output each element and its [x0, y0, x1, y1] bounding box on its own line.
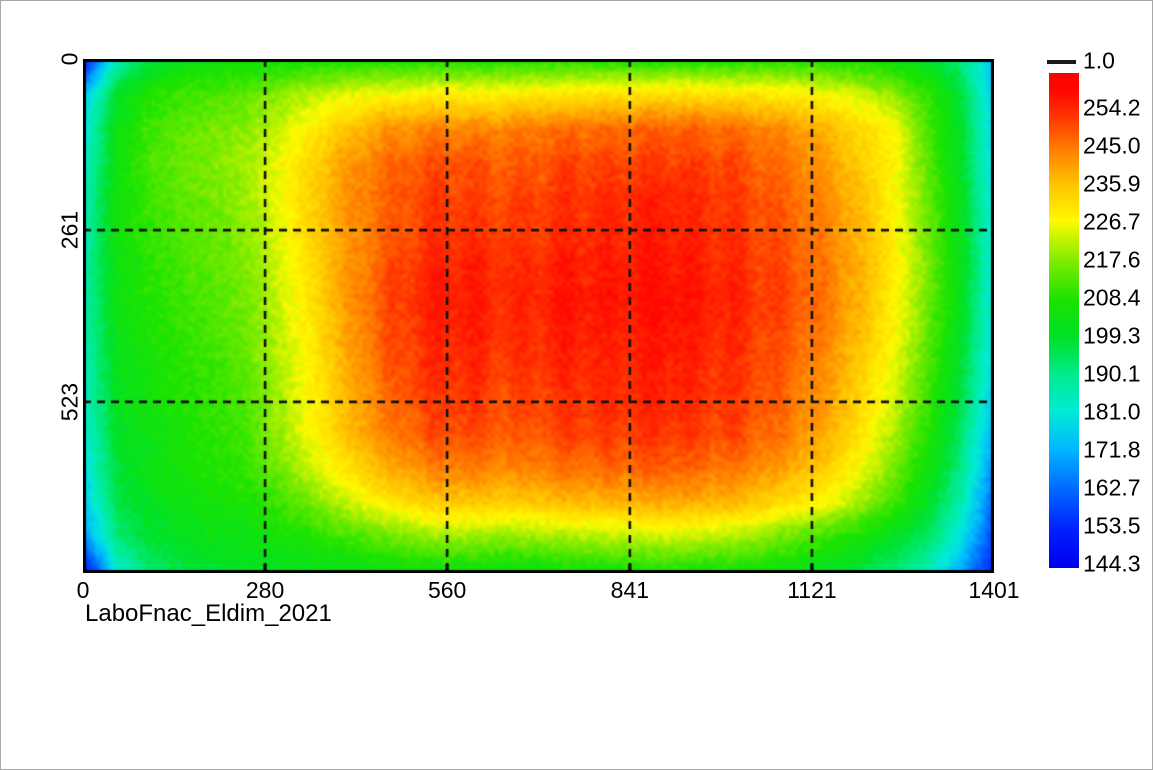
y-axis-tick-label: 523 [56, 382, 83, 422]
colorbar-tick-label: 254.2 [1083, 94, 1141, 121]
y-axis-tick-label: 0 [56, 52, 83, 66]
colorbar-tick-label: 181.0 [1083, 398, 1141, 425]
colorbar-tick-label: 245.0 [1083, 132, 1141, 159]
colorbar-gradient [1049, 73, 1079, 568]
colorbar-tick-label: 199.3 [1083, 322, 1141, 349]
colorbar-tick-label: 217.6 [1083, 246, 1141, 273]
x-axis-tick-label: 0 [76, 577, 90, 603]
colorbar-max-label: 1.0 [1083, 47, 1115, 74]
heatmap-plot-canvas [83, 59, 994, 573]
colorbar-tick-label: 208.4 [1083, 284, 1141, 311]
colorbar-tick-label: 226.7 [1083, 208, 1141, 235]
x-axis-tick-label: 1401 [968, 577, 1020, 603]
colorbar-tick-label: 144.3 [1083, 550, 1141, 577]
plot-caption: LaboFnac_Eldim_2021 [85, 600, 332, 627]
colorbar-tick-label: 162.7 [1083, 474, 1141, 501]
x-axis-tick-label: 841 [610, 577, 650, 603]
y-axis-tick-label: 261 [56, 210, 83, 250]
x-axis-tick-label: 560 [427, 577, 467, 603]
x-axis-tick-label: 1121 [787, 577, 837, 603]
colorbar-tick-label: 190.1 [1083, 360, 1141, 387]
colorbar-max-tick [1047, 60, 1076, 64]
colorbar-tick-label: 171.8 [1083, 436, 1141, 463]
x-axis-tick-label: 280 [245, 577, 285, 603]
colorbar-tick-label: 235.9 [1083, 170, 1141, 197]
colorbar-tick-label: 153.5 [1083, 512, 1141, 539]
